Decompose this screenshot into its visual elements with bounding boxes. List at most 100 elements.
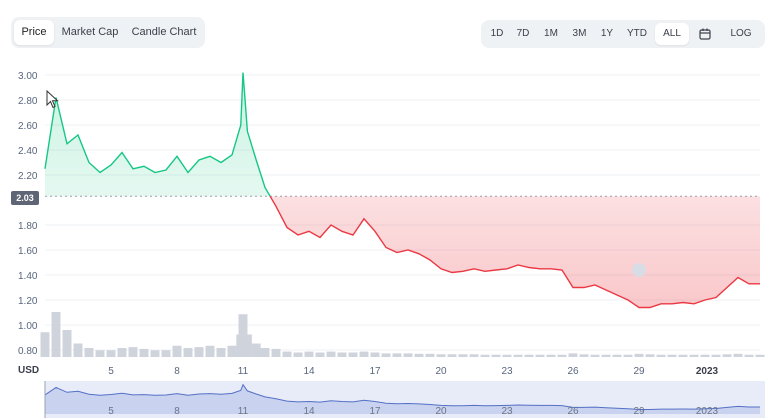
navigator-area xyxy=(45,384,760,414)
mouse-cursor-icon xyxy=(46,90,59,109)
range-ytd[interactable]: YTD xyxy=(627,28,647,39)
volume-bar xyxy=(251,343,261,357)
price-line-up xyxy=(44,72,271,197)
navigator-tick-label: 17 xyxy=(369,406,381,417)
coinmarketcap-logo-icon xyxy=(632,263,646,277)
volume-bar xyxy=(744,354,754,357)
volume-bar xyxy=(139,348,149,357)
volume-bar xyxy=(216,348,226,357)
range-7d[interactable]: 7D xyxy=(516,28,530,39)
volume-bar xyxy=(656,354,666,357)
volume-bar xyxy=(40,332,50,357)
volume-bar xyxy=(128,347,138,357)
y-tick-label: 1.00 xyxy=(18,321,38,332)
volume-bar xyxy=(579,354,589,357)
volume-bar xyxy=(645,354,655,357)
volume-bar xyxy=(84,348,94,357)
volume-bar xyxy=(612,354,622,357)
x-tick-label: 26 xyxy=(567,366,579,377)
volume-bar xyxy=(227,345,237,357)
navigator-tick-label: 2023 xyxy=(695,406,719,417)
range-1d[interactable]: 1D xyxy=(490,28,504,39)
volume-bar xyxy=(282,351,292,357)
chart-type-tabs: Price Market Cap Candle Chart xyxy=(11,17,205,48)
volume-bar xyxy=(315,352,325,357)
volume-bar xyxy=(403,353,413,357)
x-tick-label: 20 xyxy=(435,366,447,377)
volume-bar xyxy=(469,354,479,357)
log-scale-toggle[interactable]: LOG xyxy=(730,28,752,39)
navigator-line xyxy=(44,383,760,410)
volume-bar xyxy=(304,351,314,357)
volume-bar xyxy=(546,354,556,357)
y-tick-label: 1.80 xyxy=(18,221,38,232)
current-price-badge: 2.03 xyxy=(11,191,39,205)
volume-bar xyxy=(117,348,127,357)
volume-bar xyxy=(667,354,677,357)
volume-bar xyxy=(755,354,765,357)
volume-bar xyxy=(172,345,182,357)
volume-bar xyxy=(260,348,270,357)
y-tick-label: 2.20 xyxy=(18,171,38,182)
volume-bar xyxy=(293,352,303,357)
volume-bar xyxy=(106,350,116,357)
y-tick-label: 2.40 xyxy=(18,146,38,157)
y-tick-label: 2.80 xyxy=(18,96,38,107)
x-tick-label: 23 xyxy=(501,366,513,377)
volume-bar xyxy=(242,334,252,357)
x-tick-label: 5 xyxy=(108,366,114,377)
navigator-tick-label: 5 xyxy=(108,406,114,417)
volume-bar xyxy=(271,348,281,357)
tab-candle-chart[interactable]: Candle Chart xyxy=(131,26,197,38)
volume-bar xyxy=(513,354,523,357)
volume-bar xyxy=(381,353,391,357)
volume-bar xyxy=(95,350,105,357)
range-3m[interactable]: 3M xyxy=(572,28,587,39)
tab-market-cap[interactable]: Market Cap xyxy=(61,26,119,38)
range-1m[interactable]: 1M xyxy=(544,28,558,39)
calendar-button[interactable] xyxy=(693,23,717,45)
volume-bar xyxy=(491,354,501,357)
volume-bar xyxy=(623,354,633,357)
y-tick-label: 1.40 xyxy=(18,271,38,282)
x-tick-label: 17 xyxy=(369,366,381,377)
navigator-tick-label: 20 xyxy=(435,406,447,417)
volume-bar xyxy=(689,354,699,357)
volume-bar xyxy=(733,353,743,357)
x-tick-label: 14 xyxy=(303,366,315,377)
volume-bar xyxy=(425,353,435,357)
volume-bar xyxy=(348,352,358,357)
range-1y[interactable]: 1Y xyxy=(600,28,614,39)
y-tick-label: 1.20 xyxy=(18,296,38,307)
volume-bar xyxy=(436,354,446,357)
volume-bar xyxy=(194,347,204,357)
volume-bar xyxy=(326,351,336,357)
tab-price[interactable]: Price xyxy=(14,20,54,45)
volume-bar xyxy=(568,353,578,357)
navigator-tick-label: 11 xyxy=(237,406,249,417)
volume-bar xyxy=(590,354,600,357)
volume-bar xyxy=(51,312,61,357)
range-all[interactable]: ALL xyxy=(655,23,689,45)
volume-bar xyxy=(161,350,171,357)
price-area-down xyxy=(45,196,760,308)
y-tick-label: 0.80 xyxy=(18,346,38,357)
y-tick-label: 2.60 xyxy=(18,121,38,132)
x-tick-label: 8 xyxy=(174,366,180,377)
volume-bar xyxy=(447,354,457,357)
volume-bar xyxy=(535,354,545,357)
volume-bar xyxy=(557,354,567,357)
y-tick-label: 3.00 xyxy=(18,71,38,82)
x-tick-label: 11 xyxy=(237,366,249,377)
volume-bar xyxy=(601,354,611,357)
volume-bar xyxy=(678,354,688,357)
time-range-tabs: 1D 7D 1M 3M 1Y YTD ALL LOG xyxy=(481,20,765,48)
volume-bar xyxy=(414,353,424,357)
volume-bar xyxy=(392,353,402,357)
x-tick-label: 29 xyxy=(633,366,645,377)
y-tick-label: 1.60 xyxy=(18,246,38,257)
volume-bar xyxy=(700,354,710,357)
volume-bar xyxy=(62,330,72,357)
navigator-tick-label: 23 xyxy=(501,406,513,417)
